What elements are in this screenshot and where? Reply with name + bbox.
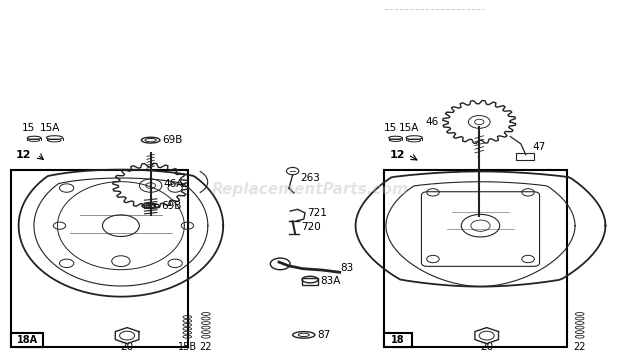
Text: 20: 20	[120, 341, 134, 352]
Text: 15A: 15A	[40, 123, 60, 133]
Text: 83: 83	[340, 263, 353, 273]
Text: ReplacementParts.com: ReplacementParts.com	[211, 182, 409, 197]
Text: 15: 15	[383, 123, 397, 133]
Text: 22: 22	[200, 341, 212, 352]
Text: 263: 263	[301, 173, 321, 183]
Text: 20: 20	[480, 341, 494, 352]
Text: 69B: 69B	[162, 135, 182, 145]
Text: 15A: 15A	[399, 123, 419, 133]
Bar	[384, 170, 567, 347]
Text: 83A: 83A	[321, 276, 341, 286]
Bar	[11, 333, 43, 347]
Text: 18A: 18A	[17, 335, 38, 345]
Bar	[11, 170, 188, 347]
Text: 12: 12	[16, 150, 31, 160]
Bar	[516, 153, 534, 160]
Text: 46: 46	[426, 117, 439, 127]
Text: 12: 12	[389, 150, 405, 160]
Text: 15: 15	[22, 123, 35, 133]
Bar	[384, 333, 412, 347]
Text: 22: 22	[574, 341, 586, 352]
Text: 87: 87	[317, 330, 330, 340]
Text: 47: 47	[532, 142, 545, 153]
Text: 46A: 46A	[163, 179, 184, 189]
Text: 15B: 15B	[178, 341, 197, 352]
Text: 69B: 69B	[161, 201, 182, 211]
Text: 720: 720	[301, 222, 321, 233]
Text: 721: 721	[307, 208, 327, 218]
Text: 18: 18	[391, 335, 405, 345]
Bar	[302, 278, 318, 285]
